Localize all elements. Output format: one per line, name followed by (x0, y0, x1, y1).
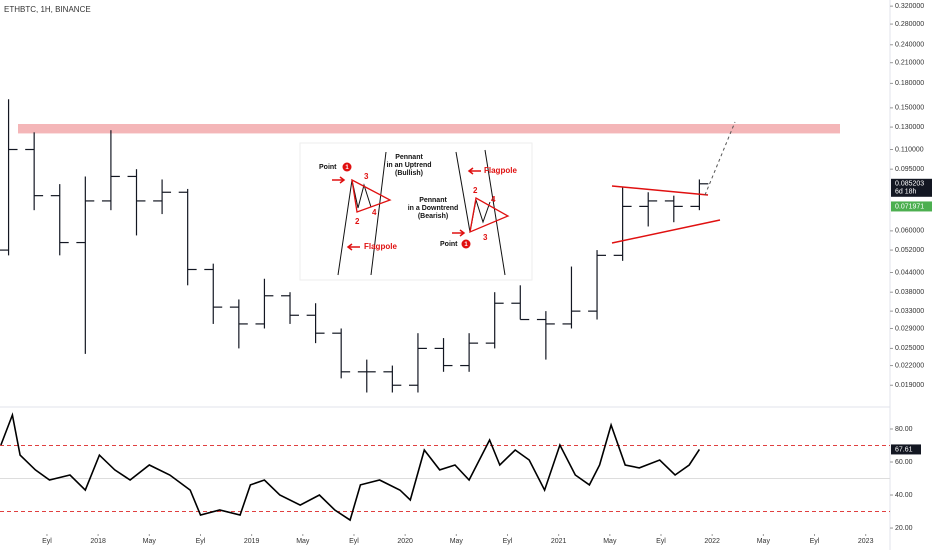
x-tick-label: 2020 (397, 538, 413, 545)
inset-text: Flagpole (484, 166, 517, 175)
x-tick-label: Eyl (42, 538, 52, 545)
flagpole (337, 179, 353, 276)
y-tick-label: 20.00 (895, 525, 913, 532)
y-tick-label: 0.044000 (895, 269, 924, 276)
x-tick-label: Eyl (810, 538, 820, 545)
x-tick-label: May (143, 538, 157, 545)
inset-box (299, 142, 533, 281)
projection-line (704, 121, 736, 196)
x-tick-label: 2019 (244, 538, 260, 545)
x-tick-label: Eyl (196, 538, 206, 545)
chart-title: ETHBTC, 1H, BINANCE (4, 5, 91, 14)
inset-text: Point (319, 164, 337, 171)
badge (461, 239, 471, 249)
arrow (346, 243, 360, 251)
inset-image: Point 1 Pennant in an Uptrend (Bullish) … (299, 142, 533, 281)
inset-text: in a Downtrend (408, 205, 459, 212)
x-tick-label: 2022 (704, 538, 720, 545)
x-tick-label: Eyl (349, 538, 359, 545)
x-tick-label: May (450, 538, 464, 545)
x-tick-label: May (603, 538, 617, 545)
indicator-tag (891, 201, 932, 212)
inset-text: 2 (355, 217, 360, 226)
inset-text: 3 (483, 233, 488, 242)
countdown-label: 6d 18h (895, 189, 917, 196)
inset-text: (Bearish) (418, 213, 448, 220)
badge (342, 162, 352, 172)
rsi-last-label: 67.61 (895, 446, 913, 453)
y-tick-label: 0.095000 (895, 166, 924, 173)
y-tick-label: 0.320000 (895, 3, 924, 10)
arrow (467, 167, 481, 175)
y-tick-label: 0.150000 (895, 105, 924, 112)
trend-line (611, 185, 709, 196)
y-tick-label: 0.025000 (895, 345, 924, 352)
flagpole (455, 151, 471, 233)
x-tick-label: 2023 (858, 538, 874, 545)
pennant-drawing (611, 121, 736, 244)
inset-text: in an Uptrend (386, 162, 431, 169)
x-tick-label: 2021 (551, 538, 567, 545)
inset-text: 3 (364, 172, 369, 181)
y-tick-label: 0.210000 (895, 60, 924, 67)
rsi-line (0, 412, 701, 522)
flagpole (370, 151, 387, 276)
y-tick-label: 0.280000 (895, 21, 924, 28)
indicator-label: 0.071971 (895, 203, 924, 210)
x-tick-label: May (296, 538, 310, 545)
y-tick-label: 80.00 (895, 426, 913, 433)
y-tick-label: 0.110000 (895, 146, 924, 153)
x-tick-label: Eyl (656, 538, 666, 545)
inset-text: 4 (491, 195, 496, 204)
y-tick-label: 0.060000 (895, 228, 924, 235)
x-tick-label: May (757, 538, 771, 545)
flagpole (484, 149, 506, 276)
last-price-label: 0.085203 (895, 181, 924, 188)
inset-text: Pennant (419, 197, 447, 204)
arrow (332, 176, 346, 184)
y-tick-label: 0.022000 (895, 362, 924, 369)
y-tick-label: 0.019000 (895, 382, 924, 389)
arrow (452, 229, 466, 237)
resistance-zone (18, 124, 840, 134)
y-tick-label: 0.033000 (895, 308, 924, 315)
y-tick-label: 0.038000 (895, 289, 924, 296)
inset-text: Pennant (395, 154, 423, 161)
pennant-shape (351, 178, 392, 213)
trend-line (611, 219, 721, 244)
inset-text: Flagpole (364, 242, 397, 251)
inset-text: (Bullish) (395, 170, 423, 177)
inset-text: 1 (464, 242, 468, 248)
x-tick-label: 2018 (90, 538, 106, 545)
y-tick-label: 0.240000 (895, 42, 924, 49)
y-tick-label: 40.00 (895, 492, 913, 499)
price-tag (891, 178, 932, 197)
inset-text: 1 (345, 165, 349, 171)
y-tick-label: 0.052000 (895, 247, 924, 254)
inset-text: 4 (372, 208, 377, 217)
y-tick-label: 0.180000 (895, 80, 924, 87)
y-tick-label: 0.029000 (895, 325, 924, 332)
pennant-shape (469, 196, 510, 234)
zigzag (351, 179, 372, 209)
rsi-tag (891, 444, 921, 455)
inset-text: Point (440, 241, 458, 248)
y-tick-label: 0.130000 (895, 124, 924, 131)
y-tick-label: 60.00 (895, 459, 913, 466)
inset-text: 2 (473, 186, 478, 195)
x-tick-label: Eyl (503, 538, 513, 545)
